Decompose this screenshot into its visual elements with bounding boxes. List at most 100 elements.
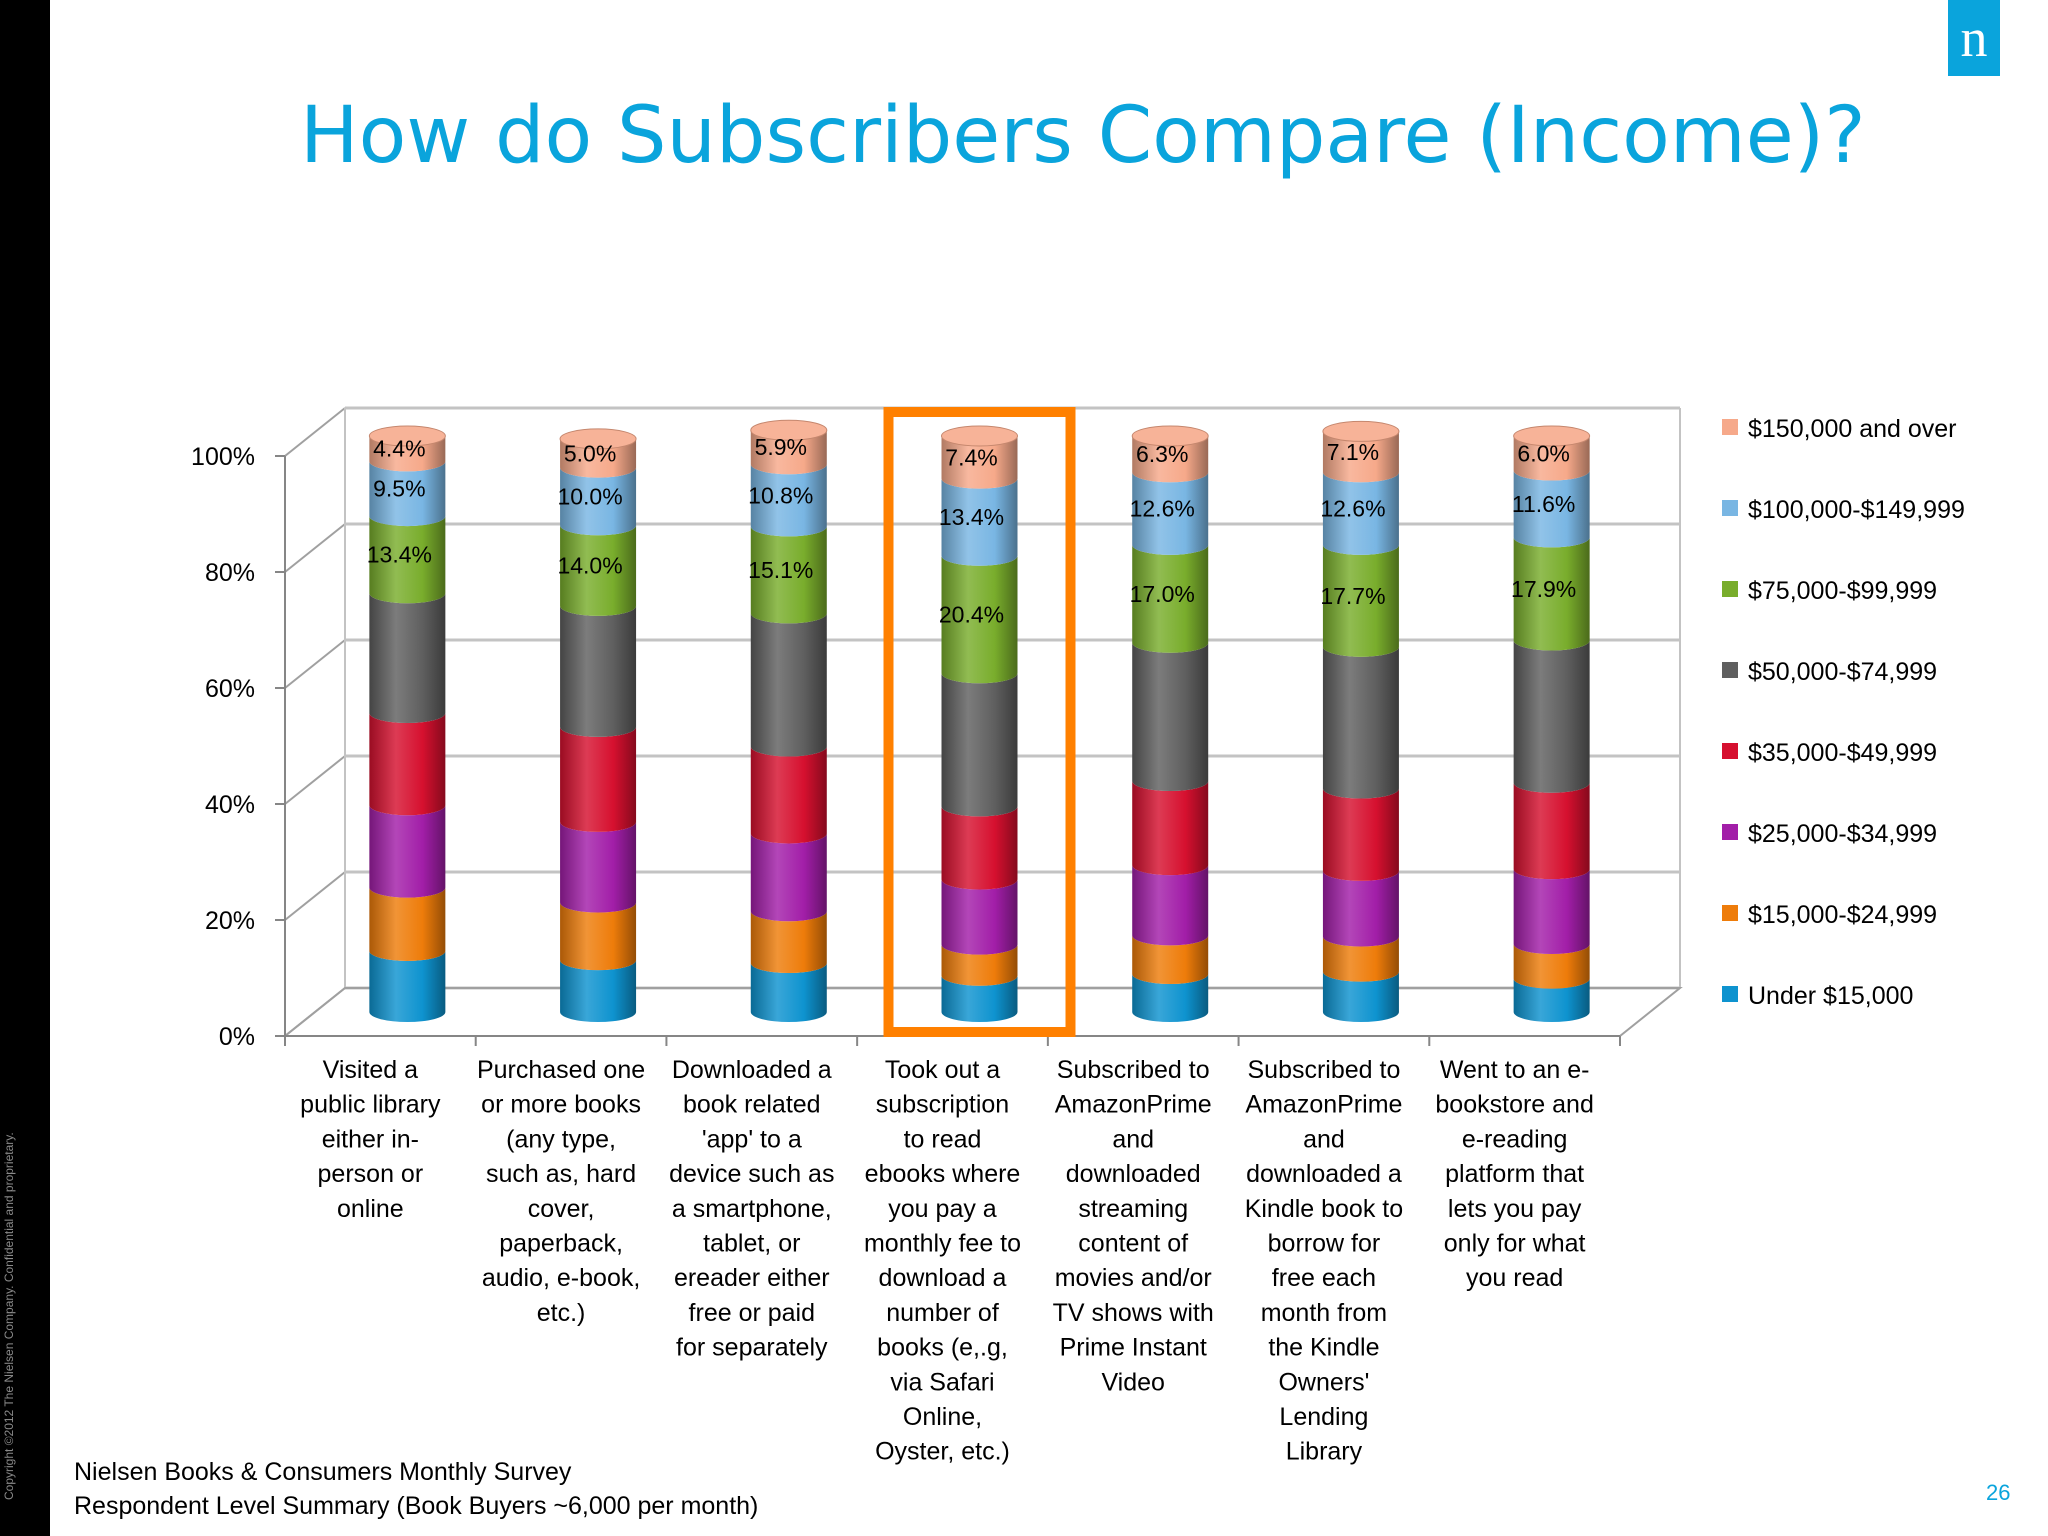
x-category-label: Purchased one or more books (any type, such… (477, 1056, 645, 1327)
legend-label: Under $15,000 (1748, 982, 1913, 1010)
bar-segment (941, 436, 1018, 489)
gridline-depth (284, 523, 346, 573)
bar-segment (560, 467, 637, 536)
legend-swatch (1722, 905, 1738, 921)
bar-segment (560, 525, 637, 616)
data-label: 5.9% (755, 434, 807, 460)
bar-segment (941, 555, 1018, 684)
logo-letter: n (1960, 8, 1988, 68)
x-category-label: Took out a subscription to read ebooks wher… (864, 1056, 1021, 1466)
bar-segment (1132, 544, 1209, 653)
left-sidebar-bar (0, 0, 50, 1536)
slide-title: How do Subscribers Compare (Income)? (300, 91, 1866, 181)
data-label: 9.5% (373, 476, 425, 502)
x-category-label: Downloaded a book related'app' to a device… (669, 1056, 834, 1362)
bar-stack (1513, 425, 1591, 1023)
bar-stack (941, 425, 1018, 1023)
y-axis: 0% 20% 40% 60% 80% 100% (191, 443, 286, 1051)
legend-label: $150,000 and over (1748, 415, 1957, 443)
gridline-depth (284, 871, 346, 921)
nielsen-logo: n (1948, 0, 2000, 76)
bar-segment (560, 438, 637, 478)
legend-label: $100,000-$149,999 (1748, 496, 1965, 524)
bar-segment (941, 673, 1018, 817)
bar-segment (1513, 978, 1590, 1023)
bar-segment (941, 806, 1018, 890)
bar-segment (1132, 472, 1209, 555)
bar-segment (1322, 544, 1399, 657)
x-category-label: Visited a public library either in-person … (300, 1056, 441, 1223)
data-label: 13.4% (939, 504, 1004, 530)
data-label: 13.4% (367, 542, 432, 568)
source-line-2: Respondent Level Summary (Book Buyers ~6… (74, 1492, 759, 1520)
legend-label: $35,000-$49,999 (1748, 739, 1937, 767)
legend-swatch (1722, 662, 1738, 678)
data-label: 10.0% (557, 483, 622, 509)
bar-segment (1132, 973, 1209, 1023)
legend-swatch (1722, 419, 1738, 435)
y-tick-label: 60% (205, 675, 255, 703)
legend-label: $75,000-$99,999 (1748, 577, 1937, 605)
x-category-label: Subscribed to AmazonPrime and downloaded str… (1053, 1056, 1214, 1396)
bar-segment (1132, 935, 1209, 984)
bar-segment (1513, 436, 1590, 481)
legend-label: $50,000-$74,999 (1748, 658, 1937, 686)
data-label: 12.6% (1130, 496, 1195, 522)
bar-segment (941, 975, 1018, 1023)
bar-top-cap (941, 425, 1018, 447)
x-category-label: Went to an e-bookstore and e-reading platf… (1435, 1056, 1593, 1292)
bar-segment (369, 805, 446, 898)
bar-segment (941, 944, 1018, 986)
data-label: 14.0% (557, 553, 622, 579)
y-tick-label: 20% (205, 907, 255, 935)
bar-segment (1322, 870, 1399, 947)
bar-segment (560, 821, 637, 913)
legend-label: $25,000-$34,999 (1748, 820, 1937, 848)
bar-segment (1513, 537, 1590, 651)
data-label: 7.1% (1327, 439, 1379, 465)
data-label: 11.6% (1512, 491, 1576, 517)
bar-top-cap (368, 425, 446, 447)
bar-stack (1322, 420, 1400, 1023)
bar-segment (941, 879, 1018, 955)
data-label: 6.0% (1517, 440, 1569, 466)
bar-segment (1322, 472, 1399, 555)
bar-segment (369, 593, 446, 724)
bar-segment (369, 516, 446, 604)
bar-segment (1132, 642, 1209, 792)
data-label: 10.8% (748, 482, 813, 508)
bar-segment (750, 430, 827, 475)
bar-segment (560, 605, 637, 737)
bar-segment (369, 461, 446, 527)
bar-top-cap (559, 428, 637, 450)
data-label: 12.6% (1320, 496, 1385, 522)
legend-swatch (1722, 743, 1738, 759)
bar-top-cap (750, 419, 828, 441)
gridline-depth (284, 639, 346, 689)
bar-segment (1132, 865, 1209, 946)
bar-segment (1513, 869, 1590, 955)
bar-segment (1322, 788, 1399, 881)
bar-segment (1513, 640, 1590, 793)
bar-stack (750, 419, 828, 1023)
bar-segment (1132, 781, 1209, 876)
bar-top-cap (1131, 425, 1209, 447)
bar-segment (1513, 470, 1590, 548)
bar-top-cap (1513, 425, 1591, 447)
bar-segment (1322, 646, 1399, 799)
gridline-depth (284, 755, 346, 805)
data-label: 17.7% (1320, 583, 1385, 609)
bar-segment (750, 911, 827, 974)
bars (368, 419, 1591, 1023)
legend-swatch (1722, 500, 1738, 516)
legend-swatch (1722, 986, 1738, 1002)
bar-segment (1132, 436, 1209, 483)
bar-segment (560, 726, 637, 832)
bar-segment (560, 902, 637, 971)
bar-stack (1131, 425, 1209, 1023)
legend: $150,000 and over $100,000-$149,999 $75,00… (1722, 415, 1965, 1010)
gridline-depth (284, 407, 346, 457)
bar-segment (1322, 971, 1399, 1023)
data-label: 5.0% (564, 440, 616, 466)
